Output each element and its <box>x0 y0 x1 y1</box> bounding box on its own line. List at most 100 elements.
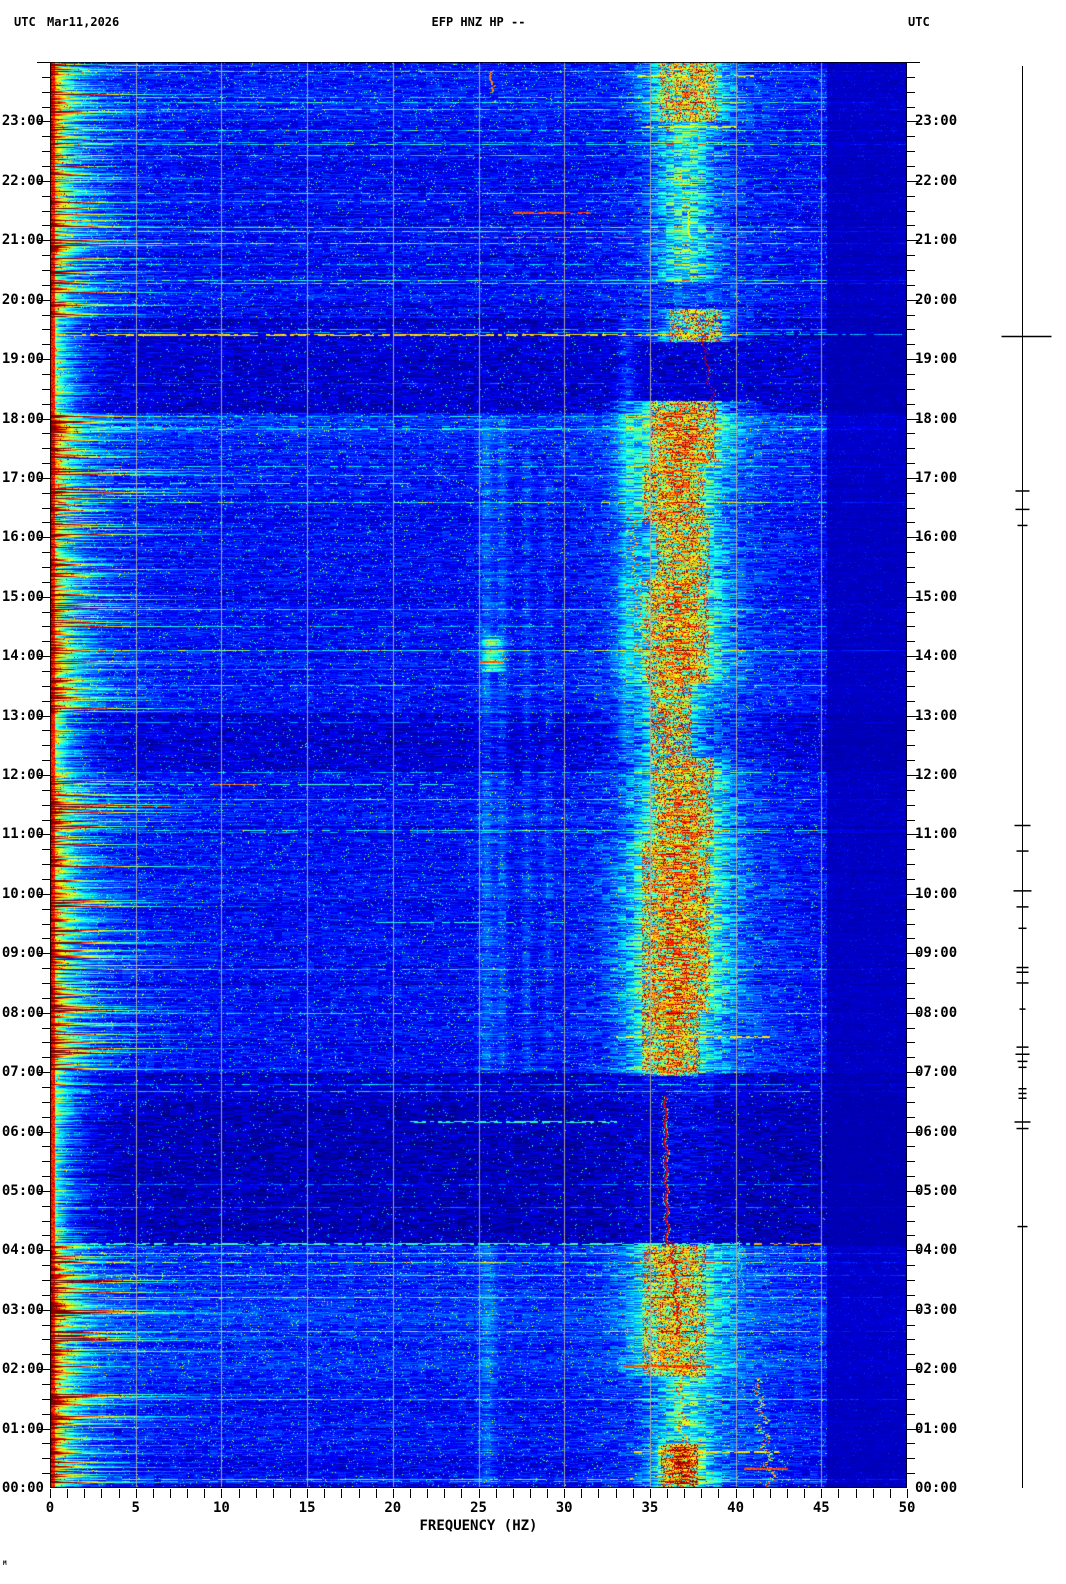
hour-tick-right <box>907 1013 920 1014</box>
minor-tick-right <box>907 493 915 494</box>
minor-tick-left <box>42 493 50 494</box>
minor-tick-right <box>907 1235 915 1236</box>
hour-tick-right <box>907 419 920 420</box>
minor-tick-right <box>907 1042 915 1043</box>
minor-tick-left <box>42 567 50 568</box>
freq-axis-title: FREQUENCY (HZ) <box>419 1518 538 1534</box>
minor-tick-left <box>42 211 50 212</box>
minor-tick-right <box>907 671 915 672</box>
minor-tick-left <box>42 77 50 78</box>
utc-left-label: UTC <box>14 15 36 29</box>
freq-tick <box>633 1489 634 1498</box>
minor-tick-right <box>907 745 915 746</box>
minor-tick-right <box>907 1028 915 1029</box>
minor-tick-left <box>42 285 50 286</box>
minor-tick-right <box>907 1414 915 1415</box>
minor-tick-left <box>42 686 50 687</box>
minor-tick-right <box>907 790 915 791</box>
minor-tick-left <box>42 389 50 390</box>
minor-tick-right <box>907 701 915 702</box>
minor-tick-right <box>907 463 915 464</box>
hour-label-right: 10:00 <box>915 885 958 902</box>
minor-tick-right <box>907 686 915 687</box>
hour-label-left: 07:00 <box>1 1064 44 1081</box>
minor-tick-left <box>42 998 50 999</box>
minor-tick-left <box>42 938 50 939</box>
freq-tick <box>239 1489 240 1498</box>
hour-tick-left <box>37 953 50 954</box>
freq-tick <box>496 1489 497 1498</box>
minor-tick-right <box>907 983 915 984</box>
minor-tick-right <box>907 225 915 226</box>
minor-tick-right <box>907 909 915 910</box>
minor-tick-left <box>42 1161 50 1162</box>
minor-tick-left <box>42 968 50 969</box>
minor-tick-right <box>907 805 915 806</box>
freq-tick <box>324 1489 325 1498</box>
freq-tick <box>513 1489 514 1498</box>
hour-label-left: 17:00 <box>1 469 44 486</box>
hour-label-left: 03:00 <box>1 1301 44 1318</box>
hour-tick-right <box>907 537 920 538</box>
minor-tick-left <box>42 344 50 345</box>
minor-tick-right <box>907 1057 915 1058</box>
spectrogram-heatmap <box>50 62 907 1488</box>
freq-tick <box>461 1489 462 1498</box>
hour-tick-left <box>37 894 50 895</box>
freq-tick <box>821 1489 822 1498</box>
freq-tick <box>427 1489 428 1498</box>
minor-tick-right <box>907 1146 915 1147</box>
minor-tick-right <box>907 77 915 78</box>
minor-tick-left <box>42 1117 50 1118</box>
hour-label-right: 23:00 <box>915 113 958 130</box>
freq-tick <box>753 1489 754 1498</box>
freq-tick <box>187 1489 188 1498</box>
hour-label-left: 11:00 <box>1 826 44 843</box>
hour-label-right: 20:00 <box>915 291 958 308</box>
freq-tick <box>701 1489 702 1498</box>
minor-tick-right <box>907 968 915 969</box>
minor-tick-right <box>907 567 915 568</box>
hour-tick-right <box>907 240 920 241</box>
hour-label-right: 02:00 <box>915 1361 958 1378</box>
freq-tick <box>273 1489 274 1498</box>
freq-tick <box>547 1489 548 1498</box>
minor-tick-left <box>42 1265 50 1266</box>
hour-label-left: 16:00 <box>1 529 44 546</box>
freq-tick-label: 45 <box>812 1500 830 1516</box>
hour-tick-right <box>907 834 920 835</box>
hour-label-left: 22:00 <box>1 172 44 189</box>
freq-tick <box>393 1489 394 1498</box>
freq-tick <box>67 1489 68 1498</box>
minor-tick-right <box>907 879 915 880</box>
minor-tick-right <box>907 285 915 286</box>
hour-tick-left <box>37 62 50 63</box>
minor-tick-left <box>42 1414 50 1415</box>
hour-label-left: 10:00 <box>1 885 44 902</box>
hour-label-left: 08:00 <box>1 1004 44 1021</box>
freq-tick <box>359 1489 360 1498</box>
freq-tick <box>221 1489 222 1498</box>
minor-tick-left <box>42 983 50 984</box>
hour-label-right: 00:00 <box>915 1480 958 1496</box>
hour-label-right: 15:00 <box>915 588 958 605</box>
minor-tick-right <box>907 641 915 642</box>
minor-tick-left <box>42 374 50 375</box>
hour-tick-left <box>37 1191 50 1192</box>
minor-tick-left <box>42 329 50 330</box>
freq-tick <box>153 1489 154 1498</box>
minor-tick-right <box>907 849 915 850</box>
hour-tick-left <box>37 1429 50 1430</box>
hour-label-right: 11:00 <box>915 826 958 843</box>
hour-label-right: 05:00 <box>915 1182 958 1199</box>
hour-tick-left <box>37 1369 50 1370</box>
hour-tick-right <box>907 478 920 479</box>
minor-tick-right <box>907 1443 915 1444</box>
hour-label-right: 06:00 <box>915 1123 958 1140</box>
minor-tick-left <box>42 1295 50 1296</box>
minor-tick-right <box>907 196 915 197</box>
hour-tick-left <box>37 181 50 182</box>
hour-label-left: 04:00 <box>1 1242 44 1259</box>
freq-tick <box>873 1489 874 1498</box>
hour-label-right: 03:00 <box>915 1301 958 1318</box>
